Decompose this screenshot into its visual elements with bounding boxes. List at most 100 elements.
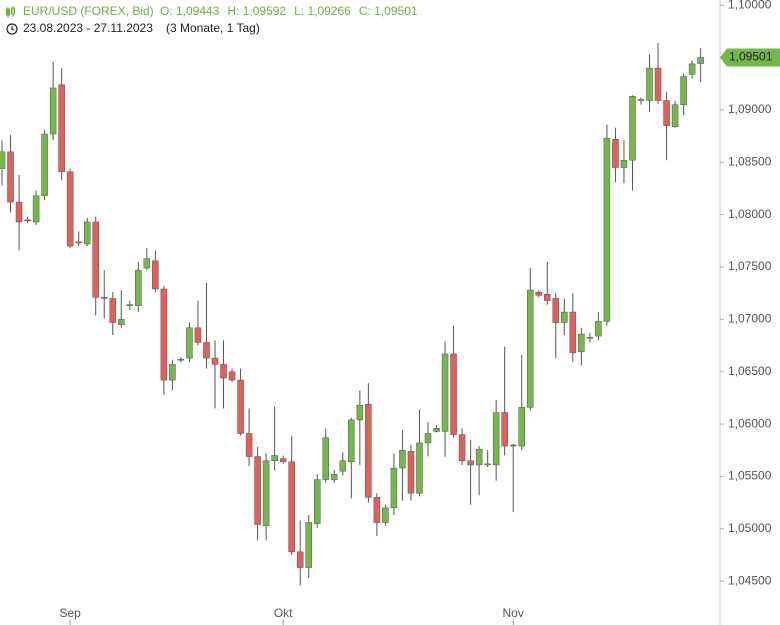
candle-body	[66, 171, 74, 247]
candle-body	[118, 319, 125, 325]
candle-body	[680, 76, 687, 105]
candle-body	[177, 358, 185, 361]
candle-body	[194, 327, 202, 343]
candle-body	[365, 403, 372, 498]
candle-body	[126, 304, 134, 307]
candle-body	[578, 333, 585, 353]
candle-body	[629, 96, 636, 161]
candle-body	[382, 507, 389, 523]
x-tick-label: Okt	[274, 606, 293, 620]
candle-body	[356, 404, 364, 421]
candle-body	[220, 364, 227, 379]
candle-body	[237, 379, 244, 434]
candle-body	[203, 342, 210, 359]
last-price-tag	[720, 48, 780, 67]
candle-body	[552, 298, 560, 323]
candle-body	[561, 311, 568, 323]
candle-body	[509, 444, 517, 447]
candle-body	[169, 364, 176, 381]
candle-body	[671, 104, 679, 127]
candle-body	[450, 353, 457, 435]
candle-body	[288, 461, 295, 553]
candle-body	[254, 456, 261, 525]
candle-body	[492, 412, 500, 466]
y-tick-label: 1,08500	[728, 154, 772, 168]
candle-body	[424, 433, 432, 444]
candle-body	[475, 448, 483, 466]
candle-body	[271, 455, 278, 461]
candle-body	[390, 467, 398, 509]
header-value: L: 1,09266	[294, 4, 351, 18]
candle-body	[339, 460, 347, 472]
candle-body	[32, 195, 40, 223]
candle-body	[646, 67, 653, 101]
candle-body	[15, 201, 23, 223]
candle-body	[373, 497, 381, 523]
x-tick-label: Sep	[59, 606, 81, 620]
candle-body	[603, 137, 611, 322]
candle-body	[654, 67, 662, 101]
candle-body	[7, 151, 14, 203]
candle-body	[245, 433, 253, 457]
candle-body	[228, 371, 236, 381]
chart-title: EUR/USD (FOREX, Bid)	[23, 4, 154, 18]
y-tick-label: 1,09000	[728, 102, 772, 116]
y-tick-label: 1,10000	[728, 0, 772, 11]
y-tick-label: 1,05500	[728, 469, 772, 483]
header-value: H: 1,09592	[227, 4, 286, 18]
candle-body	[535, 291, 543, 296]
candle-body	[526, 289, 534, 408]
period: (3 Monate, 1 Tag)	[166, 21, 260, 35]
candle-body	[518, 407, 525, 447]
candle-body	[433, 428, 440, 432]
candle-body	[501, 412, 508, 447]
candle-body	[441, 353, 449, 432]
candle-body	[305, 522, 312, 568]
candle-body	[484, 463, 491, 466]
y-tick-label: 1,06500	[728, 364, 772, 378]
y-tick-label: 1,05000	[728, 521, 772, 535]
candle-body	[544, 293, 551, 301]
candle-body	[322, 437, 330, 480]
x-tick-label: Nov	[503, 606, 524, 620]
candle-body	[595, 321, 602, 337]
candle-body	[458, 434, 466, 461]
candle-body	[24, 219, 31, 222]
candle-body	[75, 241, 82, 244]
candle-body	[416, 442, 423, 494]
candle-body	[262, 460, 270, 526]
header-values: O: 1,09443 H: 1,09592 L: 1,09266 C: 1,09501	[160, 4, 418, 18]
candle-body	[688, 63, 696, 75]
candle-body	[100, 297, 108, 299]
candle-body	[109, 298, 117, 323]
y-tick-label: 1,04500	[728, 573, 772, 587]
candle-body	[612, 139, 619, 168]
candle-body	[49, 87, 57, 135]
header-value: O: 1,09443	[160, 4, 220, 18]
date-range: 23.08.2023 - 27.11.2023	[23, 21, 153, 35]
candle-body	[279, 458, 287, 463]
clock-icon	[6, 23, 18, 35]
candle-body	[331, 474, 338, 480]
candle-body	[586, 336, 594, 339]
header-value: C: 1,09501	[359, 4, 418, 18]
candle-body	[569, 311, 577, 354]
candle-body	[143, 258, 151, 269]
candle-body	[0, 151, 6, 169]
candle-body	[663, 100, 670, 126]
candle-body	[92, 221, 99, 298]
symbol-icon	[6, 6, 15, 18]
y-tick-label: 1,07500	[728, 259, 772, 273]
candle-body	[637, 99, 645, 101]
candle-body	[407, 451, 415, 494]
candle-body	[83, 221, 91, 245]
candle-body	[211, 357, 219, 365]
candle-body	[399, 450, 406, 469]
candle-body	[620, 159, 628, 168]
candle-body	[313, 479, 321, 524]
candle-body	[348, 419, 355, 463]
last-price-label: 1,09501	[729, 50, 773, 64]
y-tick-label: 1,08000	[728, 207, 772, 221]
candle-body	[160, 288, 168, 381]
